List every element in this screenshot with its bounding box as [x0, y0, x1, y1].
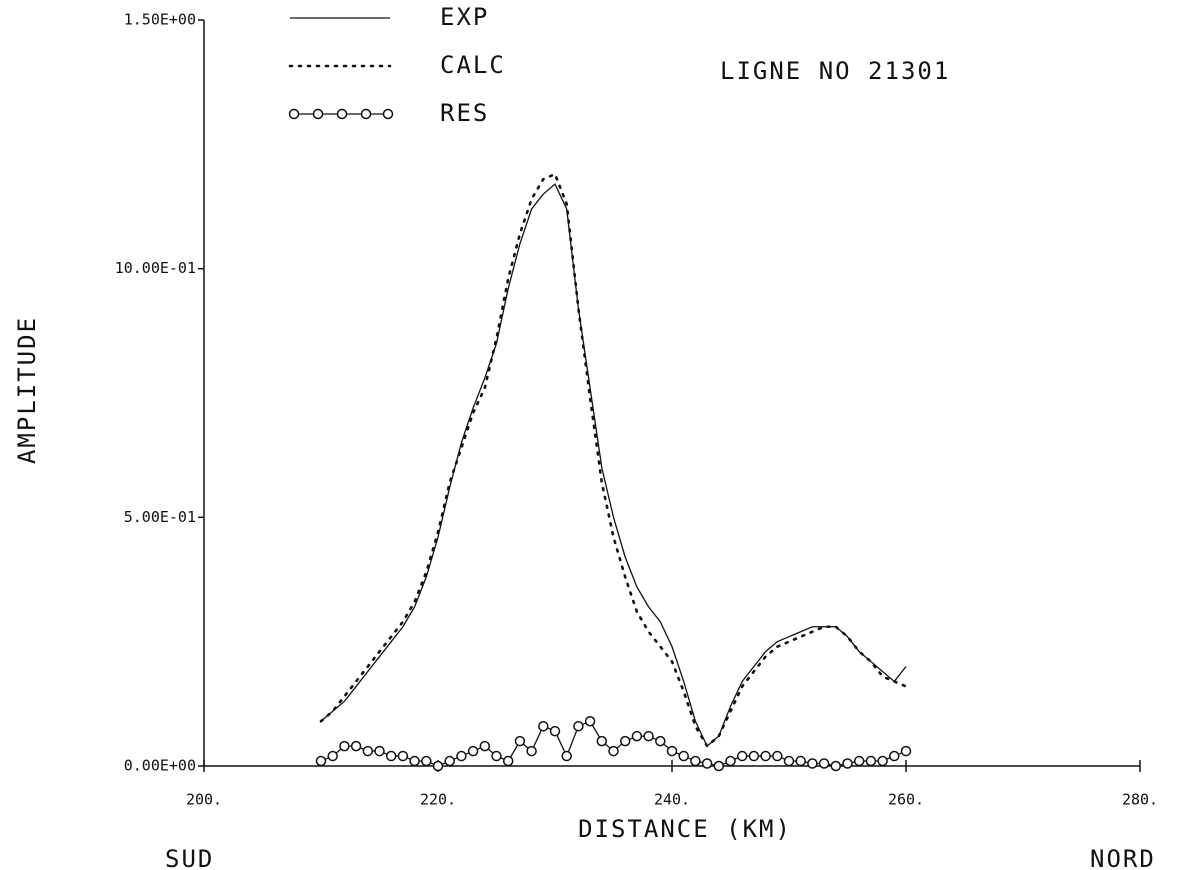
legend-marker [360, 108, 372, 120]
marker [573, 720, 584, 732]
marker [725, 755, 736, 767]
marker [538, 720, 549, 732]
x-axis-label: DISTANCE (KM) [578, 815, 792, 843]
marker [315, 755, 327, 767]
legend-marker [288, 108, 300, 120]
marker [479, 740, 491, 752]
marker [584, 715, 596, 727]
left-label: SUD [165, 845, 214, 870]
marker [619, 735, 631, 747]
marker [818, 758, 830, 769]
marker [432, 760, 444, 772]
y-tick-label: 5.00E-01 [124, 508, 196, 526]
y-tick-label: 1.50E+00 [124, 11, 196, 29]
marker [491, 750, 502, 762]
x-tick-label: 200. [186, 791, 222, 809]
legend-label: EXP [440, 3, 489, 31]
marker [561, 750, 572, 762]
marker [842, 758, 853, 769]
marker [830, 760, 842, 772]
marker [713, 760, 725, 772]
marker [444, 755, 455, 767]
legend-marker [336, 108, 348, 120]
y-axis-label: AMPLITUDE [13, 316, 41, 464]
x-tick-label: 280. [1122, 791, 1158, 809]
marker [655, 735, 666, 747]
marker [456, 750, 467, 762]
marker [900, 745, 912, 757]
series-line [319, 172, 908, 749]
series-line [320, 183, 907, 748]
chart-title: LIGNE NO 21301 [720, 57, 950, 85]
legend-label: CALC [440, 51, 506, 79]
marker [889, 750, 900, 762]
marker [795, 755, 806, 767]
marker [596, 735, 608, 747]
marker [327, 750, 338, 762]
marker [502, 755, 514, 767]
marker [643, 730, 654, 742]
x-tick-label: 260. [888, 791, 924, 809]
marker [385, 750, 397, 762]
legend-label: RES [440, 99, 489, 127]
marker [783, 755, 795, 767]
marker [549, 725, 561, 737]
right-label: NORD [1090, 845, 1156, 870]
marker [666, 745, 678, 757]
series-line [320, 720, 907, 767]
marker [678, 750, 689, 762]
marker [701, 758, 713, 769]
marker [374, 745, 385, 757]
marker [772, 750, 783, 762]
marker [526, 745, 537, 757]
marker [409, 755, 420, 767]
marker [514, 735, 526, 747]
marker [853, 755, 865, 767]
marker [421, 755, 432, 767]
x-tick-label: 220. [420, 791, 456, 809]
legend-marker [382, 108, 394, 120]
marker [397, 750, 409, 762]
marker [608, 745, 619, 757]
y-tick-label: 0.00E+00 [124, 757, 196, 775]
marker [760, 750, 771, 762]
marker [350, 740, 362, 752]
marker [865, 755, 877, 767]
marker [467, 745, 479, 757]
marker [362, 745, 374, 757]
marker [748, 750, 760, 762]
y-tick-label: 10.00E-01 [115, 259, 196, 277]
marker [736, 750, 748, 762]
legend-marker [312, 108, 324, 120]
marker [807, 758, 818, 769]
marker [339, 740, 350, 752]
x-tick-label: 240. [654, 791, 690, 809]
marker [690, 755, 701, 767]
marker [877, 755, 888, 767]
marker [631, 730, 643, 742]
